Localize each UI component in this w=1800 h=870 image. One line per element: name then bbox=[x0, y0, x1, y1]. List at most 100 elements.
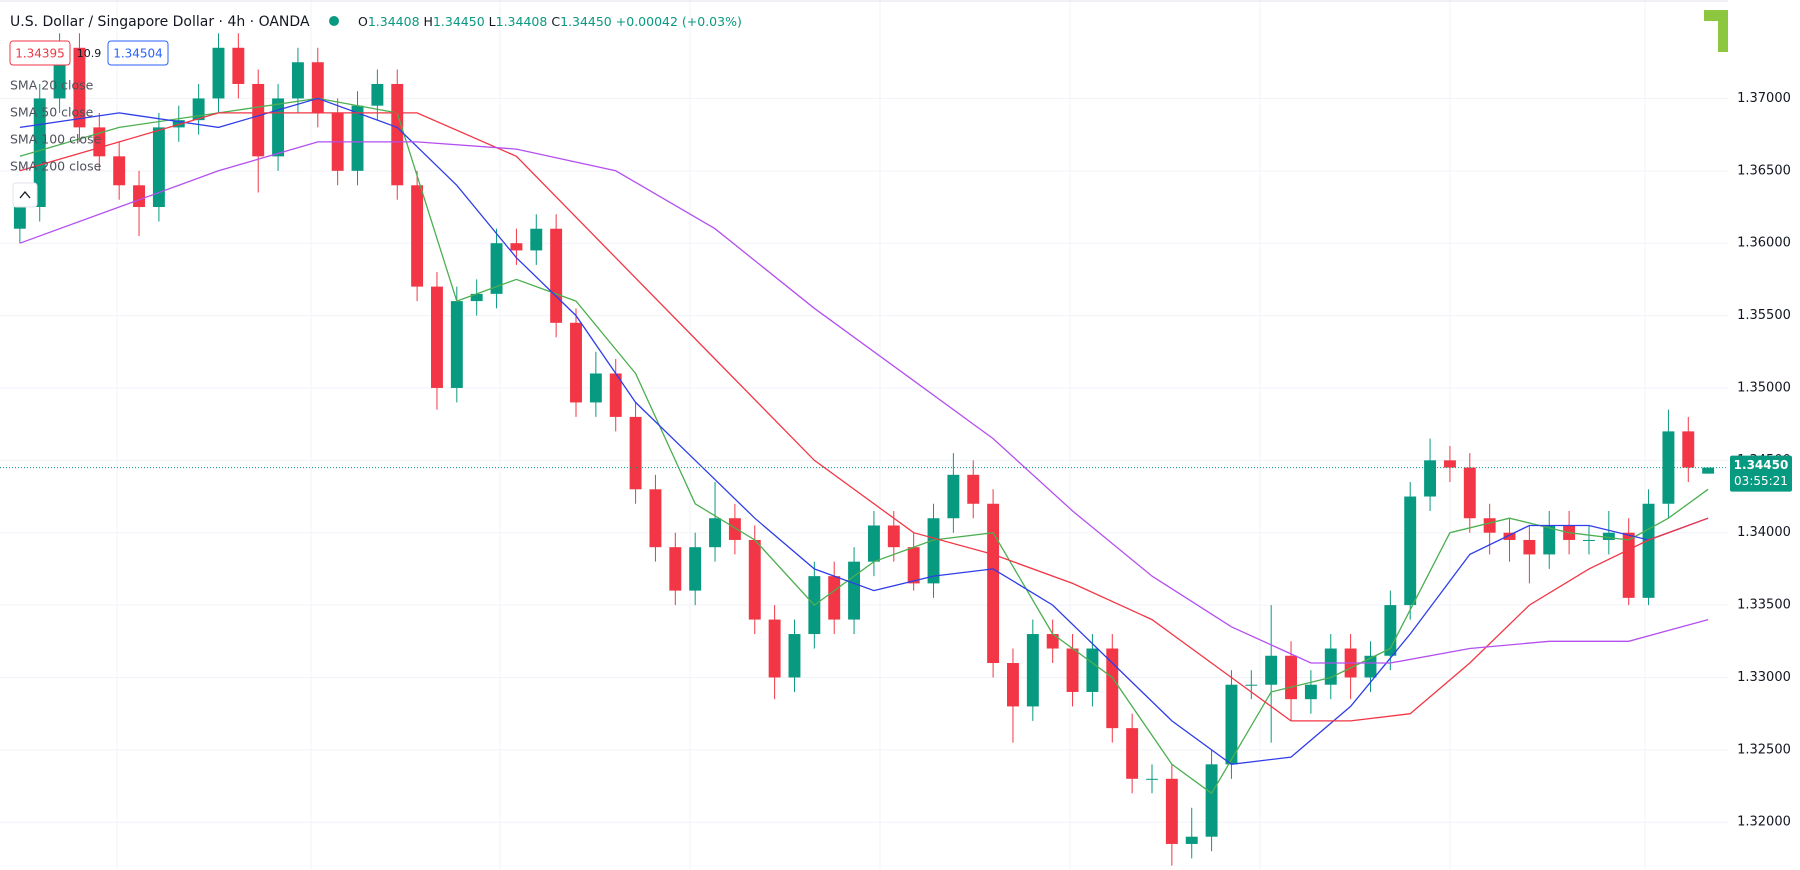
y-tick-label: 1.33500 bbox=[1737, 598, 1791, 613]
price-axis bbox=[1728, 0, 1800, 870]
candle-body bbox=[73, 47, 86, 128]
candle-body bbox=[788, 634, 801, 678]
candle-body bbox=[1066, 648, 1079, 692]
candle-body bbox=[887, 525, 900, 548]
candle-body bbox=[947, 474, 960, 519]
sma-line bbox=[19, 97, 1709, 765]
ohlc-l: 1.34408 bbox=[496, 14, 548, 29]
candle-body bbox=[252, 83, 265, 157]
sma-line bbox=[19, 97, 1709, 795]
y-tick-label: 1.35500 bbox=[1737, 308, 1791, 323]
sell-box bbox=[9, 40, 71, 66]
candle-body bbox=[1384, 605, 1397, 656]
ohlc-h: 1.34450 bbox=[433, 14, 485, 29]
buy-price: 1.34504 bbox=[113, 47, 163, 61]
candle-body bbox=[431, 286, 443, 388]
ohlc-header: O1.34408 H1.34450 L1.34408 C1.34450 +0.00042… bbox=[358, 14, 742, 29]
legend-entry: SMA 100 close bbox=[10, 132, 102, 147]
candle-body bbox=[927, 518, 940, 584]
legend-entry: SMA 20 close bbox=[10, 78, 94, 93]
candle-body bbox=[1702, 467, 1715, 474]
ohlc-h-key: H bbox=[424, 14, 433, 29]
ohlc-o-key: O bbox=[358, 14, 368, 29]
candle-body bbox=[152, 127, 165, 208]
candle-body bbox=[987, 503, 1000, 663]
vertical-grid bbox=[116, 0, 1646, 870]
candle-body bbox=[13, 207, 26, 229]
candle-body bbox=[689, 547, 702, 591]
candle-body bbox=[272, 98, 285, 157]
candle-body bbox=[351, 105, 364, 171]
candle-body bbox=[907, 547, 920, 584]
candle-body bbox=[1364, 655, 1377, 678]
candle-body bbox=[450, 301, 463, 388]
candle-body bbox=[1602, 532, 1615, 540]
candle-body bbox=[1046, 634, 1059, 649]
collapse-icon bbox=[19, 190, 31, 199]
candle-body bbox=[1404, 496, 1417, 606]
candle-body bbox=[391, 83, 404, 186]
candle-body bbox=[1642, 503, 1655, 598]
candle-body bbox=[1443, 460, 1456, 468]
candle-body bbox=[1483, 518, 1496, 533]
legend-entry: SMA 50 close bbox=[10, 105, 94, 120]
candle-body bbox=[1265, 655, 1278, 685]
candle-body bbox=[709, 518, 721, 548]
candle-body bbox=[1165, 778, 1178, 844]
candle-body bbox=[1304, 684, 1317, 700]
candle-body bbox=[1106, 648, 1119, 729]
candle-body bbox=[1523, 539, 1536, 555]
candle-body bbox=[1245, 684, 1258, 686]
candle-body bbox=[1007, 662, 1019, 707]
collapse-button[interactable] bbox=[12, 182, 38, 208]
y-tick-label: 1.32500 bbox=[1737, 742, 1791, 757]
candle-body bbox=[748, 539, 761, 620]
candle-body bbox=[311, 62, 324, 113]
candle-body bbox=[172, 120, 185, 128]
candle-body bbox=[967, 474, 980, 504]
candle-body bbox=[728, 518, 741, 540]
candle-body bbox=[570, 322, 582, 403]
candle-body bbox=[1583, 539, 1595, 541]
candle-body bbox=[1424, 460, 1437, 497]
candle-body bbox=[1463, 467, 1476, 519]
candle-body bbox=[232, 47, 245, 84]
countdown: 03:55:21 bbox=[1734, 474, 1788, 488]
y-tick-label: 1.33000 bbox=[1737, 670, 1791, 685]
candle-body bbox=[411, 185, 424, 287]
spread: 10.9 bbox=[77, 47, 102, 60]
status-dot bbox=[329, 16, 339, 26]
sma-line bbox=[19, 141, 1709, 664]
candle-body bbox=[550, 228, 563, 323]
y-tick-label: 1.32000 bbox=[1737, 815, 1791, 830]
sell-price: 1.34395 bbox=[15, 47, 65, 61]
buy-box bbox=[107, 40, 169, 66]
candle-body bbox=[669, 547, 682, 591]
y-tick-label: 1.36000 bbox=[1737, 236, 1791, 251]
candle-body bbox=[867, 525, 880, 562]
candle-body bbox=[33, 98, 46, 208]
candle-body bbox=[1225, 684, 1238, 765]
candle-body bbox=[1205, 764, 1218, 837]
candle-body bbox=[1543, 525, 1556, 555]
ohlc-l-key: L bbox=[489, 14, 496, 29]
last-price-label: 1.34450 bbox=[1734, 458, 1789, 472]
candle-body bbox=[848, 561, 861, 620]
candle-body bbox=[510, 243, 523, 251]
candle-body bbox=[192, 98, 205, 121]
candle-body bbox=[1682, 431, 1695, 468]
ohlc-c: 1.34450 bbox=[560, 14, 612, 29]
chart-title: U.S. Dollar / Singapore Dollar · 4h · OA… bbox=[10, 14, 310, 30]
candle-body bbox=[768, 619, 781, 678]
candle-body bbox=[1026, 634, 1039, 707]
candle-body bbox=[629, 416, 642, 490]
candle-body bbox=[53, 47, 66, 99]
candle-body bbox=[1126, 728, 1139, 779]
legend-entry: SMA 200 close bbox=[10, 159, 102, 174]
candle-body bbox=[589, 373, 602, 403]
ohlc-change: +0.00042 (+0.03%) bbox=[616, 14, 742, 29]
ohlc-o: 1.34408 bbox=[368, 14, 420, 29]
candle-body bbox=[1146, 778, 1158, 780]
candle-body bbox=[133, 185, 145, 208]
